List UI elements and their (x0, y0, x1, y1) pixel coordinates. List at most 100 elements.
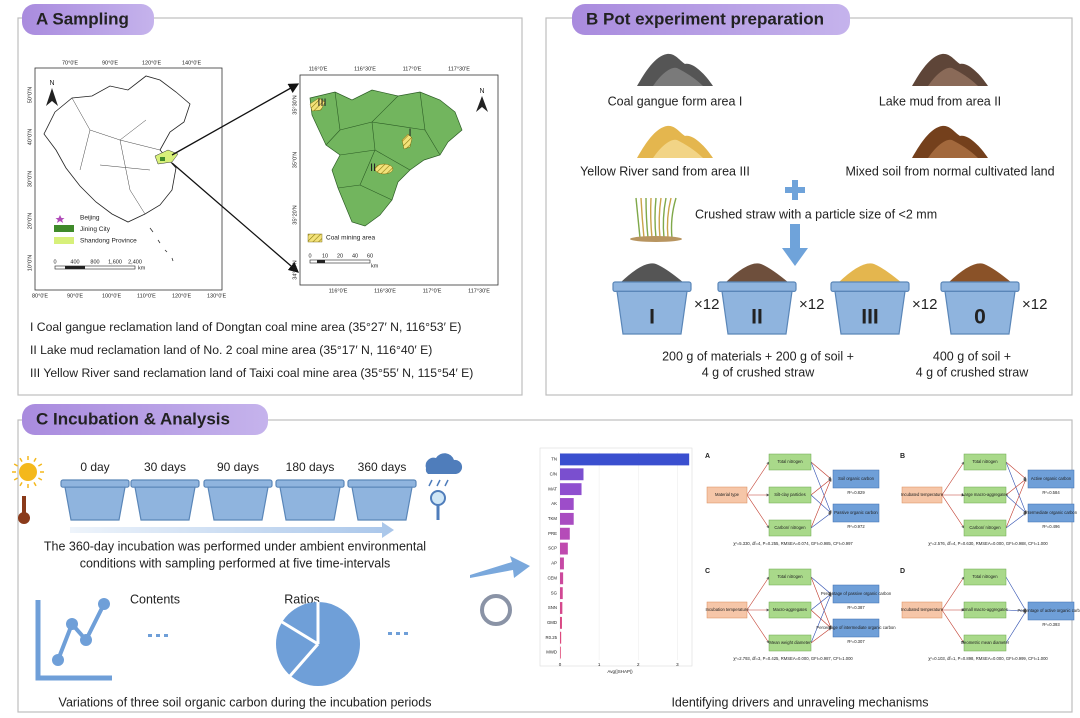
sem-r2: R²=0.829 (847, 490, 865, 495)
lon-label: 116°0'E (329, 288, 348, 294)
lat-label: 40°0'N (27, 129, 33, 145)
lon-label: 100°0'E (102, 293, 121, 299)
lon-label: 117°30'E (448, 66, 470, 72)
pot-body (721, 290, 793, 335)
sem-path (746, 576, 770, 611)
straw-stalk (666, 197, 672, 239)
material-label: Lake mud from area II (879, 94, 1001, 108)
chart-axes (35, 600, 112, 681)
sem-node (963, 519, 1007, 537)
x-tick-label: 3 (676, 662, 679, 667)
sem-node (768, 519, 812, 537)
cloud (425, 453, 463, 474)
sem-path (810, 478, 832, 496)
y-tick-label: TN (551, 457, 557, 462)
sem-node (1027, 503, 1075, 523)
legend-label: Beijing (80, 215, 100, 222)
lon-label: 117°0'E (403, 66, 422, 72)
incubation-pot (130, 479, 200, 521)
lon-label: 116°0'E (309, 66, 328, 72)
islands (149, 227, 174, 262)
down-arrow (782, 224, 808, 266)
sem-node-label: Silt-clay particles (774, 492, 805, 497)
lon-label: 110°0'E (137, 293, 156, 299)
bar (560, 572, 564, 585)
site-description: III Yellow River sand reclamation land o… (30, 366, 473, 380)
sem-node (963, 634, 1007, 652)
lat-label: 50°0'N (27, 87, 33, 103)
pot-rim (60, 479, 130, 488)
site-description: I Coal gangue reclamation land of Dongta… (30, 320, 461, 334)
scale-label: 1,600 (108, 259, 122, 265)
sem-path (1005, 576, 1027, 612)
sem-path (941, 609, 965, 644)
lat-label: 10°0'N (27, 255, 33, 271)
sem-path (941, 494, 965, 529)
scale-bar-fill (65, 266, 85, 269)
mine-II (374, 163, 394, 175)
description-text: conditions with sampling performed at fi… (80, 556, 391, 570)
legend-label: Shandong Province (80, 238, 137, 245)
pot-label: III (861, 306, 879, 329)
sem-path (810, 461, 832, 514)
lon-label: 90°0'E (102, 60, 118, 66)
pot-body (207, 486, 269, 521)
panel-header (22, 404, 268, 435)
y-tick-label: CEM (547, 575, 557, 580)
y-tick-label: R0.25 (546, 635, 558, 640)
sem-panel-letter: D (900, 568, 905, 575)
lon-label: 80°0'E (32, 293, 48, 299)
chart-line (56, 603, 106, 661)
sem-fit: χ²=2.793, df=3, P=0.425, RMSEA=0.000, GF… (733, 656, 853, 661)
zoom-arrow (171, 162, 299, 273)
sem-panel-letter: C (705, 568, 710, 575)
lon-label: 117°30'E (468, 288, 490, 294)
lon-label: 116°30'E (374, 288, 396, 294)
pot-rim (830, 281, 910, 292)
pot-count: ×12 (694, 296, 719, 313)
sem-path (746, 494, 770, 529)
panel-header (572, 4, 850, 35)
experiment-pot (830, 263, 910, 335)
thermometer-stem (22, 496, 26, 514)
y-tick-label: PRE (548, 531, 557, 536)
mine-I (401, 133, 413, 150)
sem-node-label: Percentage of passive organic carbon (821, 591, 892, 596)
incubation-pot (60, 479, 130, 521)
bar (560, 498, 574, 510)
incubation-pot (347, 479, 417, 521)
scale-label: 20 (337, 253, 343, 259)
material-label: Yellow River sand from area III (580, 164, 750, 178)
sem-path (1005, 461, 1027, 480)
rain (428, 479, 449, 487)
sem-path (1005, 478, 1027, 496)
pot-body (351, 486, 413, 521)
pot-label: I (649, 306, 655, 329)
thermometer-bulb (18, 512, 30, 524)
y-tick-label: SNN (548, 605, 557, 610)
sem-node-label: Mean weight diameter (769, 640, 811, 645)
sem-r2: R²=0.584 (1042, 490, 1060, 495)
lon-label: 130°0'E (207, 293, 226, 299)
day-label: 180 days (286, 460, 335, 474)
area-label: III (317, 97, 326, 109)
sem-panel-letter: B (900, 453, 905, 460)
recipe-text: 200 g of materials + 200 g of soil + (662, 349, 854, 363)
x-tick-label: 0 (559, 662, 562, 667)
lon-label: 90°0'E (67, 293, 83, 299)
straw-stalk (649, 197, 653, 239)
scale-unit: km (371, 263, 379, 269)
lat-label: 35°30'N (292, 95, 298, 114)
sem-node (963, 486, 1007, 504)
sun-ray (38, 463, 43, 467)
lens (430, 490, 446, 506)
sem-path (810, 576, 832, 595)
straw-ground (630, 236, 682, 242)
legend-shandong (54, 237, 74, 244)
lon-label: 140°0'E (182, 60, 201, 66)
sem-path (1005, 461, 1027, 514)
material-label: Mixed soil from normal cultivated land (845, 164, 1054, 178)
sem-path (1005, 478, 1027, 529)
lat-label: 30°0'N (27, 171, 33, 187)
pot-rim (940, 281, 1020, 292)
